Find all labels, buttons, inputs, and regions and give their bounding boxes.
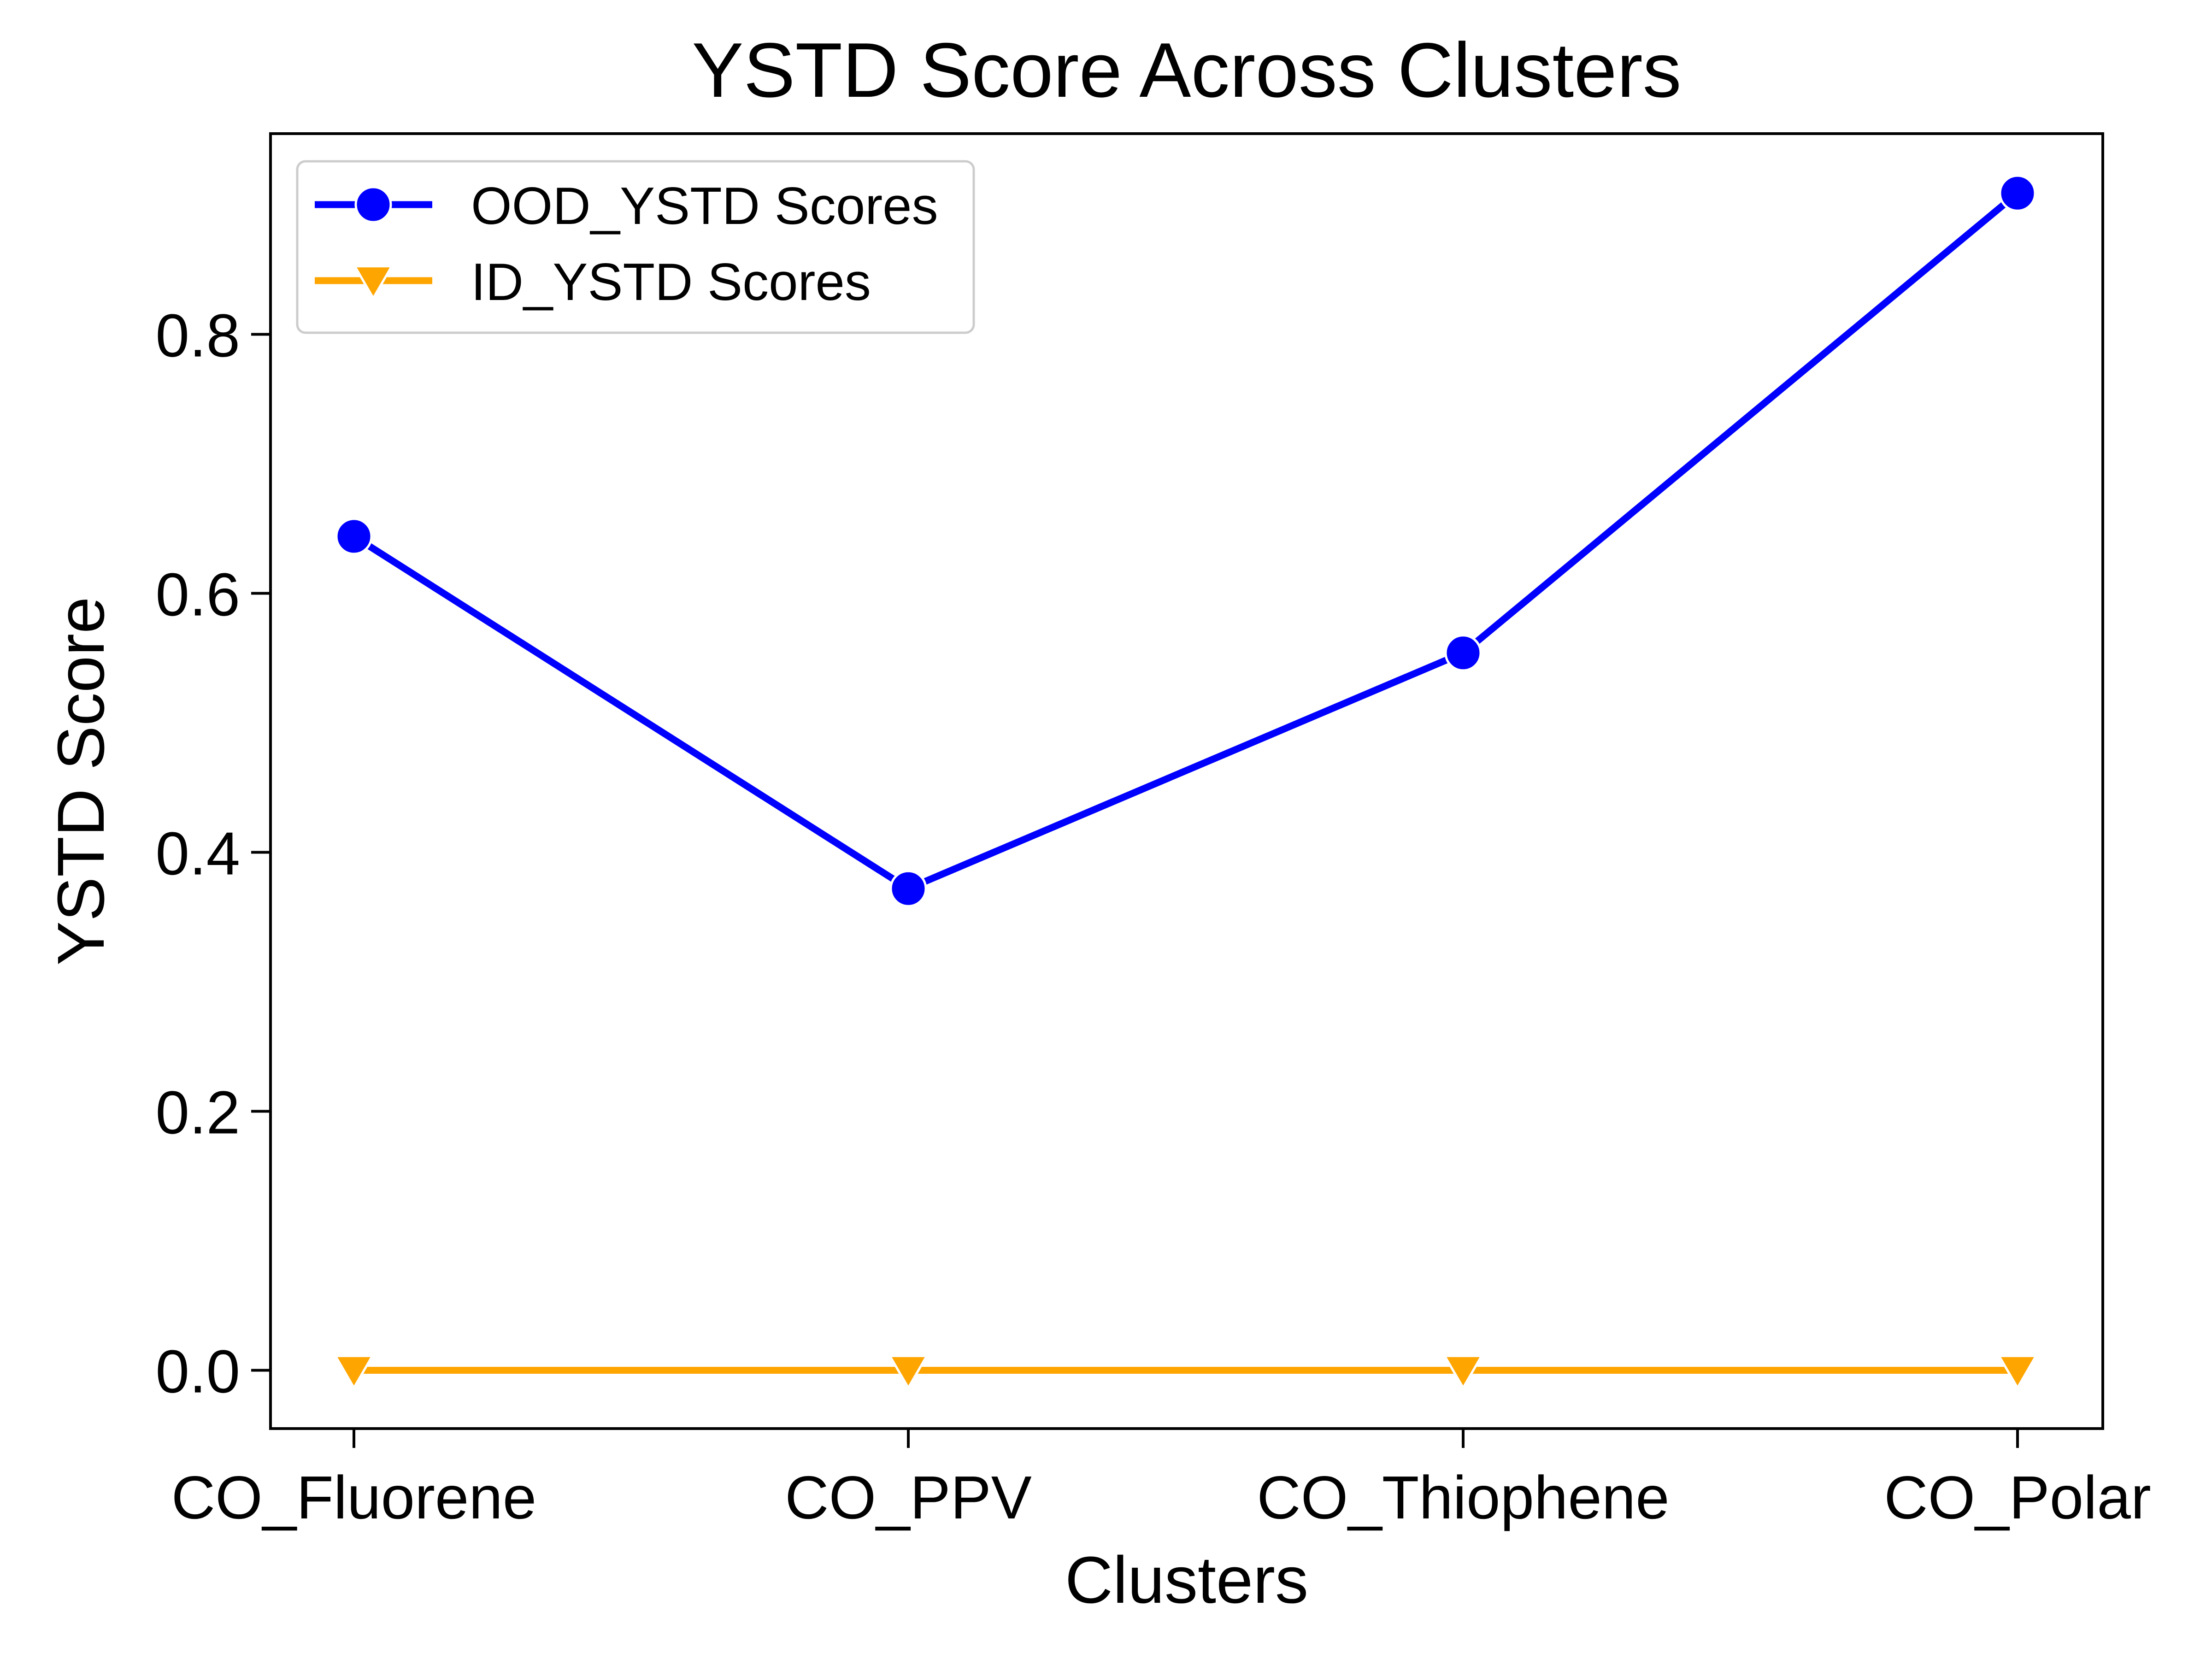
x-tick-label: CO_Thiophene [1257, 1464, 1669, 1531]
legend-item: OOD_YSTD Scores [315, 177, 938, 235]
legend-marker [353, 265, 394, 300]
chart-title: YSTD Score Across Clusters [692, 27, 1681, 113]
x-tick-label: CO_Polar [1884, 1464, 2151, 1531]
data-point [888, 1354, 929, 1390]
legend-label: OOD_YSTD Scores [471, 177, 938, 235]
data-point [1999, 174, 2036, 212]
x-tick-label: CO_Fluorene [171, 1464, 536, 1531]
data-point [1997, 1354, 2038, 1390]
legend-label: ID_YSTD Scores [471, 253, 871, 312]
legend-frame [296, 160, 975, 334]
legend-item: ID_YSTD Scores [315, 253, 871, 312]
data-point [1442, 1354, 1484, 1390]
data-point [889, 870, 927, 907]
x-axis: CO_Fluorene CO_PPV CO_Thiophene CO_Polar [171, 1429, 2151, 1531]
y-axis-label: YSTD Score [44, 597, 118, 965]
data-point [333, 1354, 375, 1390]
series-1 [333, 1354, 2038, 1390]
series-0 [335, 174, 2036, 907]
legend-marker [354, 186, 392, 224]
y-tick-label: 0.2 [156, 1079, 241, 1147]
legend-items: OOD_YSTD Scores ID_YSTD Scores [315, 177, 938, 312]
x-axis-label: Clusters [1065, 1543, 1308, 1617]
legend: OOD_YSTD Scores ID_YSTD Scores [296, 160, 975, 334]
plot-frame [269, 132, 2104, 1430]
series-line [352, 190, 2020, 892]
y-tick-label: 0.6 [156, 561, 241, 629]
y-tick-label: 0.4 [156, 820, 241, 888]
y-tick-label: 0.8 [156, 302, 241, 370]
plot-area [333, 174, 2038, 1390]
x-tick-label: CO_PPV [785, 1464, 1032, 1531]
data-point [1444, 634, 1482, 672]
y-tick-label: 0.0 [156, 1338, 241, 1406]
y-axis: 0.0 0.2 0.4 0.6 0.8 [156, 302, 271, 1406]
data-point [335, 518, 373, 555]
